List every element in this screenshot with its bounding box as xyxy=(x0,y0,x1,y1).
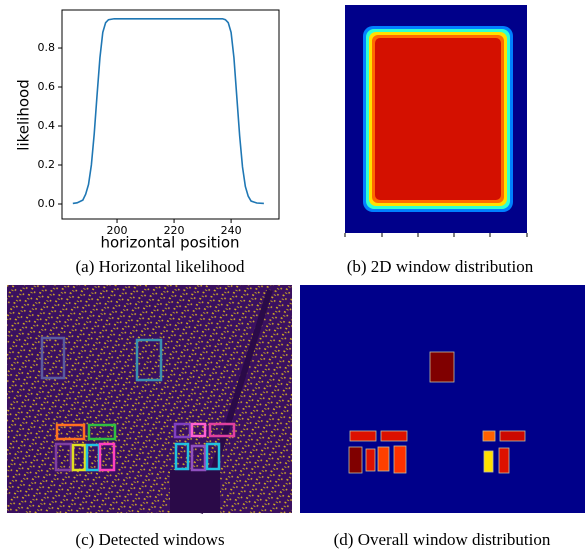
caption: (a) Horizontal likelihood xyxy=(75,257,245,276)
detected-windows-image xyxy=(7,285,292,513)
x-axis-label: horizontal position xyxy=(101,234,240,252)
caption: (c) Detected windows xyxy=(75,530,224,549)
heatmap-image xyxy=(345,5,527,237)
y-tick-label: 0.4 xyxy=(38,119,56,132)
figure: 2002202400.00.20.40.60.8 horizontal posi… xyxy=(0,0,587,550)
y-tick-label: 0.6 xyxy=(38,80,56,93)
line-series xyxy=(73,19,264,204)
y-tick-label: 0.2 xyxy=(38,158,56,171)
window-distribution-image xyxy=(300,285,585,513)
y-tick-label: 0.8 xyxy=(38,41,56,54)
caption: (d) Overall window distribution xyxy=(334,530,551,549)
y-tick-label: 0.0 xyxy=(38,197,56,210)
caption: (b) 2D window distribution xyxy=(347,257,534,276)
y-axis-label: likelihood xyxy=(15,79,33,150)
